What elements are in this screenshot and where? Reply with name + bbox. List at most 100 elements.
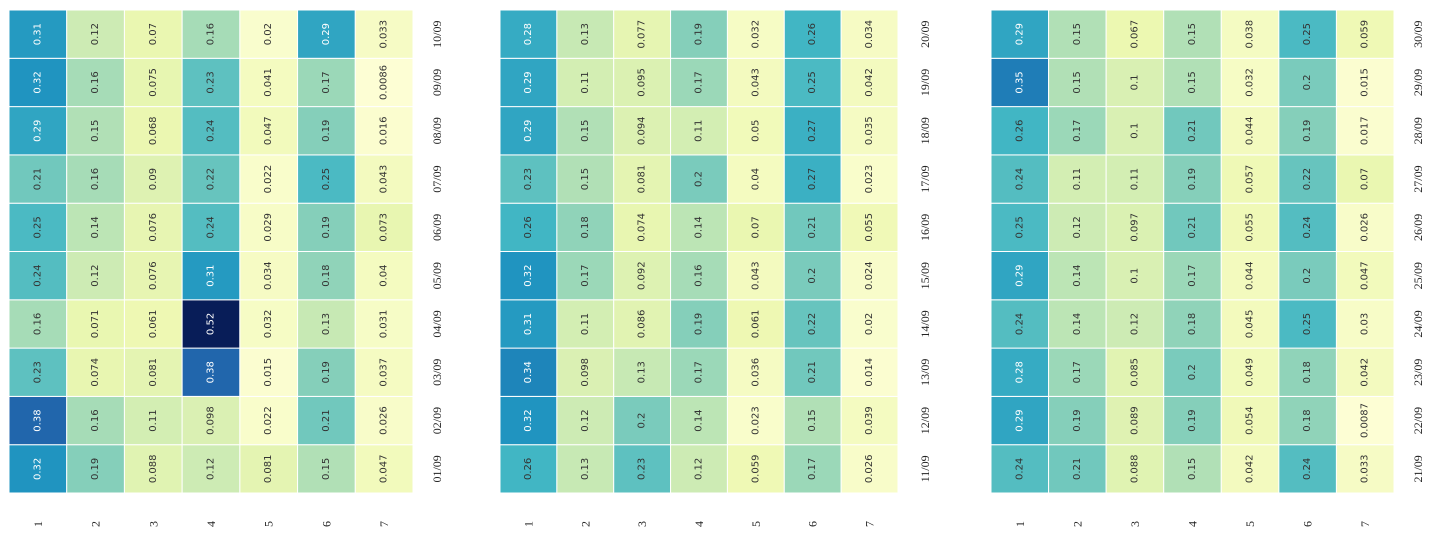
cell-value-label: 0.022 bbox=[263, 406, 274, 435]
cell-value-label: 0.13 bbox=[321, 313, 332, 335]
heatmap-cell bbox=[297, 347, 356, 397]
cell-value-label: 0.17 bbox=[694, 71, 705, 93]
heatmap-cell bbox=[556, 202, 615, 252]
cell-value-label: 0.32 bbox=[32, 458, 43, 480]
heatmap-cell bbox=[354, 444, 414, 494]
cell-value-label: 0.059 bbox=[750, 455, 761, 484]
heatmap-cell bbox=[726, 299, 785, 349]
cell-value-label: 0.043 bbox=[750, 261, 761, 290]
heatmap-cell bbox=[726, 347, 785, 397]
cell-value-label: 0.21 bbox=[32, 168, 43, 190]
cell-value-label: 0.031 bbox=[379, 310, 390, 339]
cell-value-label: 0.016 bbox=[379, 116, 390, 145]
cell-value-label: 0.044 bbox=[1245, 116, 1256, 145]
heatmap-cell bbox=[297, 154, 356, 204]
heatmap-cell bbox=[783, 154, 842, 204]
heatmap-cell bbox=[726, 106, 785, 156]
heatmap-cell bbox=[670, 251, 728, 301]
cell-value-label: 0.047 bbox=[1360, 261, 1371, 290]
heatmap-cell bbox=[1220, 9, 1280, 59]
column-tick-label: 5 bbox=[262, 521, 276, 527]
cell-value-label: 0.24 bbox=[1014, 313, 1025, 335]
date-tick-label: 27/09 bbox=[1411, 165, 1425, 192]
heatmap-cell bbox=[1048, 347, 1107, 397]
heatmap-cell bbox=[123, 154, 183, 204]
column-tick-label: 7 bbox=[1358, 521, 1372, 527]
heatmap-cell bbox=[840, 154, 899, 204]
heatmap-cell bbox=[783, 444, 842, 494]
heatmap-cell bbox=[66, 347, 125, 397]
date-tick-label: 01/09 bbox=[430, 455, 444, 482]
cell-value-label: 0.23 bbox=[523, 168, 534, 190]
cell-value-label: 0.02 bbox=[864, 313, 875, 335]
cell-value-label: 0.015 bbox=[1360, 68, 1371, 97]
cell-value-label: 0.024 bbox=[864, 261, 875, 290]
heatmap-cell bbox=[1335, 202, 1395, 252]
cell-value-label: 0.037 bbox=[379, 358, 390, 387]
cell-value-label: 0.26 bbox=[523, 458, 534, 480]
date-tick-label: 13/09 bbox=[918, 359, 932, 386]
cell-value-label: 0.18 bbox=[580, 216, 591, 238]
cell-value-label: 0.02 bbox=[263, 23, 274, 45]
cell-value-label: 0.074 bbox=[637, 213, 648, 242]
date-tick-label: 21/09 bbox=[1411, 455, 1425, 482]
cell-value-label: 0.068 bbox=[148, 116, 159, 145]
cell-value-label: 0.31 bbox=[523, 313, 534, 335]
cell-value-label: 0.073 bbox=[379, 213, 390, 242]
cell-value-label: 0.19 bbox=[1302, 120, 1313, 142]
cell-value-label: 0.035 bbox=[864, 116, 875, 145]
heatmap-cell bbox=[1220, 251, 1280, 301]
cell-value-label: 0.32 bbox=[32, 71, 43, 93]
heatmap-cell bbox=[990, 106, 1050, 156]
cell-value-label: 0.18 bbox=[321, 265, 332, 287]
column-tick-label: 7 bbox=[863, 521, 877, 527]
heatmap-cell bbox=[66, 299, 125, 349]
heatmap-cell bbox=[1335, 154, 1395, 204]
heatmap-cell bbox=[1048, 9, 1107, 59]
heatmap-cell bbox=[239, 347, 299, 397]
column-tick-label: 3 bbox=[635, 521, 649, 527]
cell-value-label: 0.32 bbox=[523, 409, 534, 431]
cell-value-label: 0.21 bbox=[1187, 216, 1198, 238]
date-tick-label: 05/09 bbox=[430, 262, 444, 289]
heatmap-cell bbox=[1278, 57, 1337, 108]
heatmap-cell bbox=[1335, 347, 1395, 397]
cell-value-label: 0.15 bbox=[1187, 71, 1198, 93]
cell-value-label: 0.15 bbox=[1187, 23, 1198, 45]
heatmap-cell bbox=[123, 395, 183, 446]
heatmap-cell bbox=[783, 395, 842, 446]
cell-value-label: 0.12 bbox=[90, 23, 101, 45]
cell-value-label: 0.033 bbox=[379, 20, 390, 49]
heatmap-cell bbox=[670, 106, 728, 156]
cell-value-label: 0.07 bbox=[750, 216, 761, 238]
cell-value-label: 0.25 bbox=[1302, 313, 1313, 335]
heatmap-cell bbox=[1278, 106, 1337, 156]
cell-value-label: 0.015 bbox=[263, 358, 274, 387]
heatmap-cell bbox=[670, 154, 728, 204]
cell-value-label: 0.29 bbox=[523, 120, 534, 142]
cell-value-label: 0.029 bbox=[263, 213, 274, 242]
cell-value-label: 0.059 bbox=[1360, 20, 1371, 49]
cell-value-label: 0.042 bbox=[1245, 455, 1256, 484]
cell-value-label: 0.32 bbox=[523, 265, 534, 287]
heatmap-cell bbox=[239, 106, 299, 156]
cell-value-label: 0.081 bbox=[148, 358, 159, 387]
cell-value-label: 0.16 bbox=[90, 409, 101, 431]
heatmap-cell bbox=[1335, 57, 1395, 108]
cell-value-label: 0.061 bbox=[148, 310, 159, 339]
heatmap-cell bbox=[840, 299, 899, 349]
cell-value-label: 0.13 bbox=[580, 23, 591, 45]
heatmap-cell bbox=[613, 347, 672, 397]
heatmap-cell bbox=[354, 251, 414, 301]
date-tick-label: 11/09 bbox=[918, 455, 932, 482]
heatmap-cell bbox=[670, 444, 728, 494]
heatmap-cell bbox=[1105, 202, 1165, 252]
heatmap-cell bbox=[726, 251, 785, 301]
cell-value-label: 0.12 bbox=[1129, 313, 1140, 335]
heatmap-cell bbox=[783, 251, 842, 301]
cell-value-label: 0.038 bbox=[1245, 20, 1256, 49]
cell-value-label: 0.25 bbox=[1014, 216, 1025, 238]
cell-value-label: 0.034 bbox=[864, 20, 875, 49]
